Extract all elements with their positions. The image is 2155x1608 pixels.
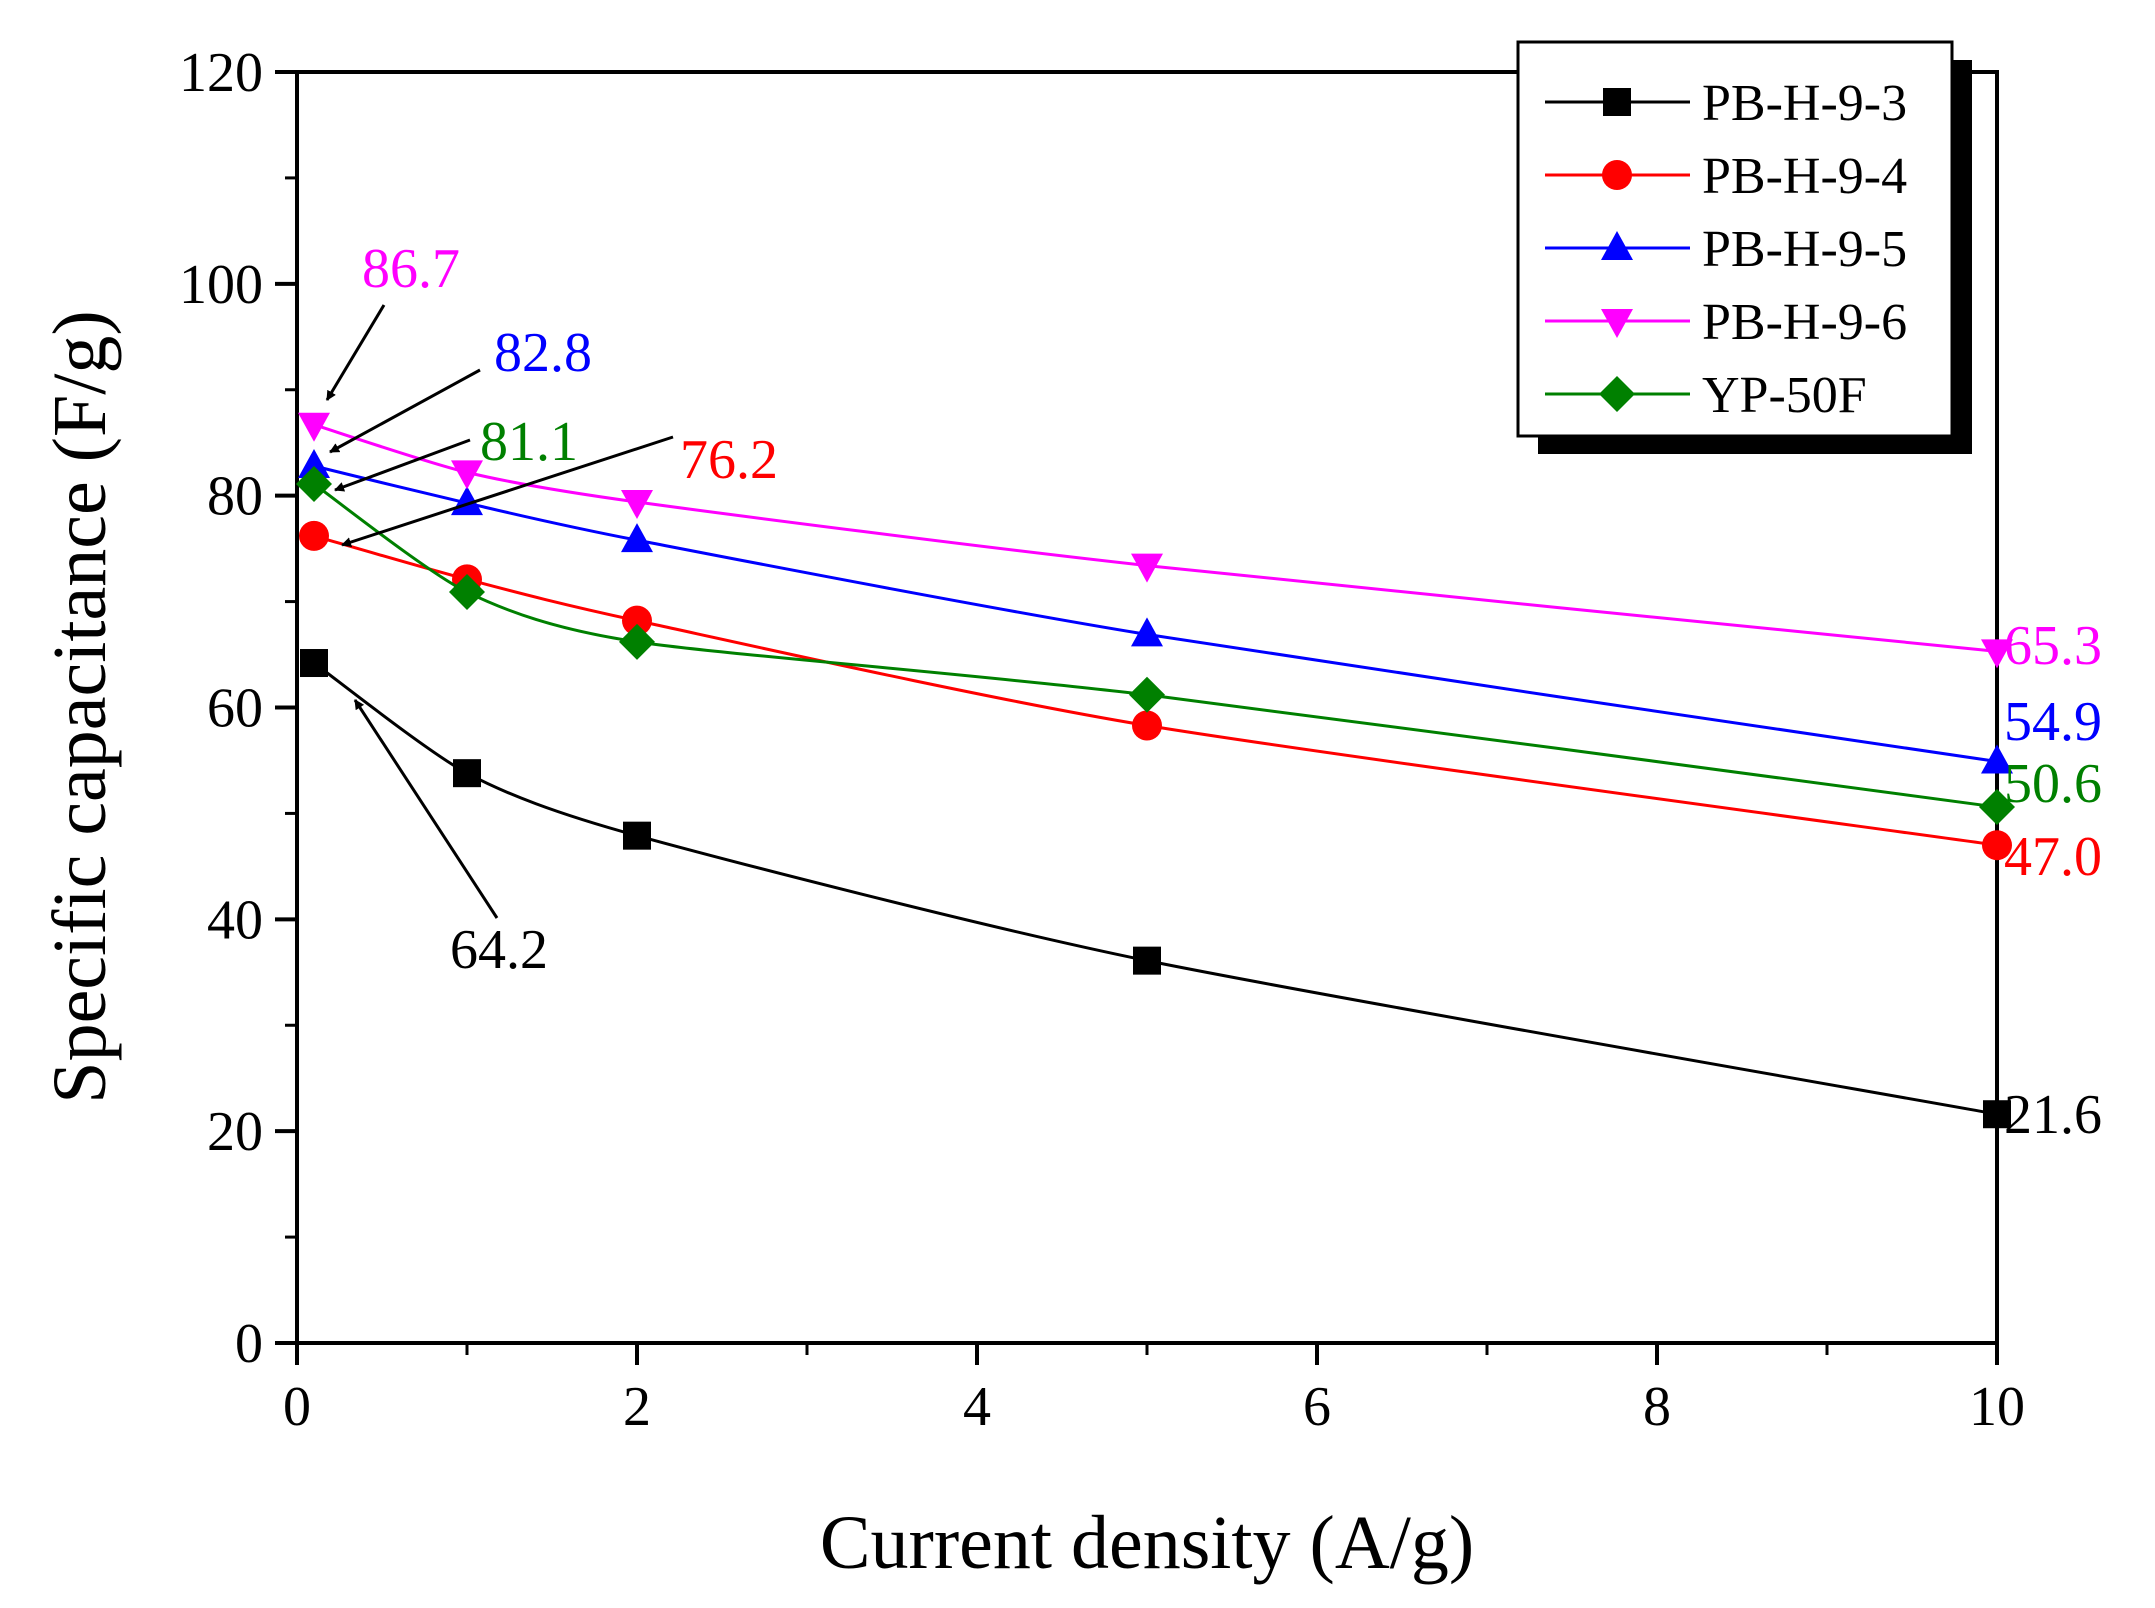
data-point-yp-50f xyxy=(449,574,485,611)
data-point-pb-h-9-4 xyxy=(622,605,652,636)
legend-marker xyxy=(1599,376,1635,412)
annotation-label: 65.3 xyxy=(2004,615,2102,677)
series-pb-h-9-6 xyxy=(298,412,2013,669)
legend-marker xyxy=(1601,309,1633,338)
legend-label: PB-H-9-6 xyxy=(1702,294,1907,351)
data-point-pb-h-9-3 xyxy=(300,649,328,678)
annotation-arrow xyxy=(341,435,674,547)
annotation-arrow xyxy=(329,368,481,454)
legend-marker xyxy=(1601,231,1633,260)
annotation-label: 54.9 xyxy=(2004,691,2102,753)
y-tick-label: 20 xyxy=(207,1101,263,1163)
x-tick-label: 0 xyxy=(283,1376,311,1438)
y-tick-label: 80 xyxy=(207,466,263,528)
data-point-yp-50f xyxy=(1129,676,1165,713)
legend-label: YP-50F xyxy=(1702,367,1867,424)
annotation-label: 81.1 xyxy=(480,411,578,473)
annotation-arrows xyxy=(325,304,674,919)
x-tick-label: 6 xyxy=(1303,1376,1331,1438)
data-point-pb-h-9-4 xyxy=(299,520,329,551)
x-tick-label: 4 xyxy=(963,1376,991,1438)
data-point-pb-h-9-3 xyxy=(623,821,651,850)
y-tick-label: 60 xyxy=(207,678,263,740)
data-point-pb-h-9-5 xyxy=(298,449,330,479)
x-tick-label: 8 xyxy=(1643,1376,1671,1438)
data-point-pb-h-9-5 xyxy=(621,523,653,553)
legend-label: PB-H-9-4 xyxy=(1702,148,1907,205)
annotation-arrow xyxy=(325,304,386,401)
data-point-pb-h-9-3 xyxy=(453,759,481,788)
data-point-yp-50f xyxy=(1979,789,2015,826)
data-point-pb-h-9-5 xyxy=(1981,744,2013,774)
legend-item-pb-h-9-3: PB-H-9-3 xyxy=(1545,75,1907,132)
legend: PB-H-9-3 PB-H-9-4 PB-H-9-5 PB-H-9-6 YP-50F xyxy=(1516,40,1972,454)
legend-marker xyxy=(1602,160,1632,190)
data-point-pb-h-9-4 xyxy=(1982,830,2012,861)
data-point-pb-h-9-4 xyxy=(1132,710,1162,741)
series-yp-50f xyxy=(296,466,2015,826)
legend-label: PB-H-9-3 xyxy=(1702,75,1907,132)
data-point-pb-h-9-5 xyxy=(1131,617,1163,647)
data-point-yp-50f xyxy=(619,623,655,660)
annotation-label: 64.2 xyxy=(450,919,548,981)
annotation-label: 86.7 xyxy=(362,238,460,300)
data-point-pb-h-9-3 xyxy=(1133,946,1161,975)
legend-item-yp-50f: YP-50F xyxy=(1545,367,1867,424)
y-tick-label: 100 xyxy=(179,254,263,316)
annotation-label: 76.2 xyxy=(680,429,778,491)
y-tick-label: 40 xyxy=(207,889,263,951)
data-point-yp-50f xyxy=(296,466,332,503)
series-pb-h-9-3 xyxy=(300,649,2011,1129)
data-point-pb-h-9-6 xyxy=(298,412,330,442)
legend-item-pb-h-9-6: PB-H-9-6 xyxy=(1545,294,1907,351)
x-tick-label: 2 xyxy=(623,1376,651,1438)
data-point-pb-h-9-6 xyxy=(1981,639,2013,669)
data-point-pb-h-9-3 xyxy=(1983,1100,2011,1129)
data-point-pb-h-9-6 xyxy=(621,490,653,520)
annotation-label: 21.6 xyxy=(2004,1084,2102,1146)
series-layer xyxy=(296,412,2015,1129)
annotation-arrow xyxy=(334,438,471,492)
annotation-arrow xyxy=(353,699,499,919)
annotation-label: 50.6 xyxy=(2004,753,2102,815)
y-tick-label: 0 xyxy=(235,1313,263,1375)
annotation-label: 82.8 xyxy=(494,322,592,384)
y-axis-title: Specific capacitance (F/g) xyxy=(38,310,122,1103)
legend-item-pb-h-9-5: PB-H-9-5 xyxy=(1545,221,1907,278)
legend-box xyxy=(1516,40,1954,438)
legend-marker xyxy=(1603,88,1631,116)
data-point-pb-h-9-6 xyxy=(1131,553,1163,583)
legend-label: PB-H-9-5 xyxy=(1702,221,1907,278)
legend-item-pb-h-9-4: PB-H-9-4 xyxy=(1545,148,1907,205)
annotation-label: 47.0 xyxy=(2004,826,2102,888)
annotation-labels: 86.7 82.8 81.1 76.2 64.2 65.3 54.950.6 47.0 21.6 xyxy=(362,238,2102,1146)
x-axis-title: Current density (A/g) xyxy=(820,1501,1474,1585)
legend-items: PB-H-9-3 PB-H-9-4 PB-H-9-5 PB-H-9-6 YP-50F xyxy=(1545,75,1907,424)
data-point-pb-h-9-6 xyxy=(451,460,483,490)
x-tick-label: 10 xyxy=(1969,1376,2025,1438)
y-tick-label: 120 xyxy=(179,42,263,104)
